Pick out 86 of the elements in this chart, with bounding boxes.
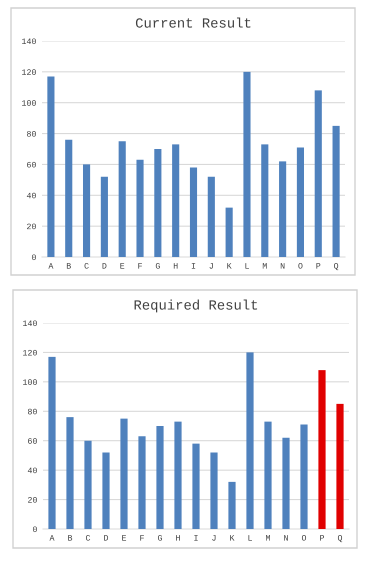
x-tick-label: K <box>230 535 234 541</box>
bar <box>246 352 254 529</box>
bar <box>208 176 215 257</box>
y-tick-label: 140 <box>23 320 37 326</box>
y-tick-label: 0 <box>32 526 37 532</box>
bar <box>172 144 180 257</box>
x-tick-label: I <box>194 535 198 541</box>
bar <box>190 168 198 257</box>
y-tick-label: 120 <box>22 69 36 75</box>
bar <box>118 141 126 257</box>
y-tick-label: 60 <box>27 162 36 168</box>
x-tick-label: F <box>138 263 142 269</box>
x-tick-label: G <box>156 263 160 269</box>
x-tick-label: N <box>284 535 288 541</box>
bar <box>47 76 54 257</box>
x-tick-label: D <box>104 535 108 541</box>
chart-title: Current Result <box>136 17 250 28</box>
y-tick-label: 0 <box>32 254 36 260</box>
bar <box>174 422 182 529</box>
bar <box>332 126 340 257</box>
bar <box>261 144 268 257</box>
x-tick-label: M <box>262 263 267 269</box>
x-tick-label: L <box>245 263 249 269</box>
y-tick-label: 20 <box>28 497 37 503</box>
bar <box>138 436 146 529</box>
x-tick-label: L <box>248 535 252 541</box>
bar <box>282 438 290 529</box>
x-tick-label: J <box>210 263 213 269</box>
y-tick-label: 100 <box>22 100 36 106</box>
x-tick-label: A <box>48 263 54 269</box>
y-tick-label: 80 <box>28 408 37 414</box>
y-tick-label: 40 <box>28 468 37 474</box>
x-tick-label: O <box>302 535 306 541</box>
chart-title: Required Result <box>134 299 258 312</box>
bar <box>192 444 200 529</box>
x-tick-label: M <box>266 535 270 541</box>
y-tick-label: 40 <box>26 192 36 198</box>
bar <box>84 440 92 529</box>
y-tick-label: 100 <box>23 379 37 385</box>
bar <box>314 90 322 257</box>
bar <box>102 452 110 529</box>
x-tick-label: P <box>316 263 320 269</box>
y-tick-label: 140 <box>22 38 36 44</box>
x-tick-label: P <box>320 535 324 541</box>
x-tick-label: I <box>192 263 196 269</box>
x-tick-label: F <box>140 535 144 541</box>
x-tick-label: H <box>174 263 178 269</box>
bar <box>264 422 272 529</box>
bar <box>120 418 128 529</box>
x-tick-label: E <box>122 535 126 541</box>
bar <box>136 160 144 257</box>
bar <box>156 426 164 529</box>
x-tick-label: K <box>227 263 232 269</box>
bar <box>65 140 72 257</box>
x-tick-label: N <box>280 263 284 269</box>
bar <box>228 482 236 529</box>
x-tick-label: H <box>176 535 180 541</box>
bar <box>100 176 108 257</box>
bar <box>296 147 304 257</box>
x-tick-label: E <box>120 263 124 269</box>
x-tick-label: G <box>158 535 162 541</box>
bar <box>66 417 74 529</box>
bar <box>210 452 218 529</box>
bar <box>318 370 326 529</box>
x-tick-label: Q <box>334 263 338 270</box>
x-tick-label: A <box>50 535 54 541</box>
x-tick-label: Q <box>338 535 342 542</box>
bar <box>300 424 308 529</box>
x-tick-label: D <box>102 263 106 269</box>
bar <box>226 208 233 257</box>
y-tick-label: 120 <box>23 350 37 356</box>
x-tick-label: B <box>68 535 72 541</box>
bar <box>279 161 286 257</box>
y-tick-label: 60 <box>28 438 37 444</box>
bar <box>154 149 162 257</box>
x-tick-label: B <box>66 263 71 269</box>
y-tick-label: 80 <box>26 131 36 137</box>
bar <box>336 404 344 529</box>
x-tick-label: C <box>84 263 89 269</box>
x-tick-label: J <box>212 535 216 541</box>
y-tick-label: 20 <box>27 224 36 230</box>
bar <box>82 164 90 257</box>
bar <box>243 72 251 257</box>
bar <box>48 356 56 529</box>
x-tick-label: O <box>298 263 303 269</box>
x-tick-label: C <box>86 535 90 541</box>
